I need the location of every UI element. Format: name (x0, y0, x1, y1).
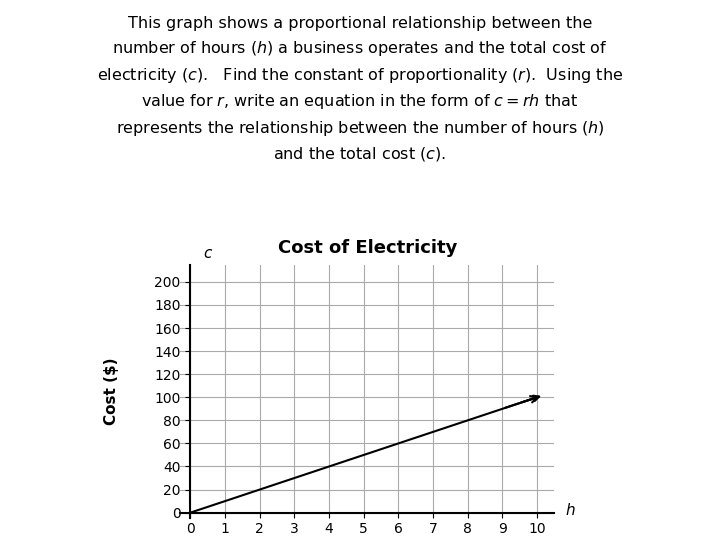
Text: $h$: $h$ (564, 502, 575, 518)
Y-axis label: Cost ($): Cost ($) (104, 357, 120, 426)
Text: This graph shows a proportional relationship between the
number of hours ($h$) a: This graph shows a proportional relation… (97, 16, 623, 164)
Text: $c$: $c$ (202, 246, 213, 261)
Title: Cost of Electricity: Cost of Electricity (277, 239, 457, 258)
